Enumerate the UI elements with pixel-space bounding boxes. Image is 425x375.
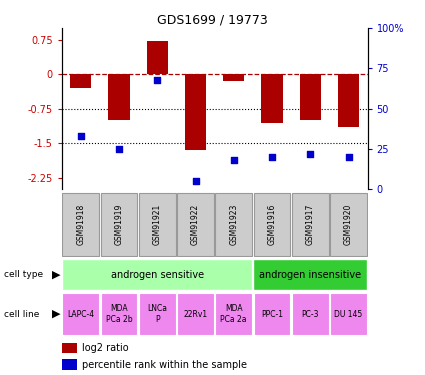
Text: 22Rv1: 22Rv1 — [184, 310, 207, 319]
Text: androgen insensitive: androgen insensitive — [259, 270, 361, 280]
Bar — [70, 74, 91, 88]
FancyBboxPatch shape — [62, 260, 252, 290]
FancyBboxPatch shape — [62, 193, 99, 256]
FancyBboxPatch shape — [62, 293, 99, 335]
Point — [154, 77, 161, 83]
FancyBboxPatch shape — [101, 193, 137, 256]
FancyBboxPatch shape — [177, 293, 214, 335]
Point — [192, 178, 199, 184]
Text: androgen sensitive: androgen sensitive — [110, 270, 204, 280]
Bar — [261, 74, 283, 123]
Bar — [62, 359, 76, 370]
FancyBboxPatch shape — [292, 193, 329, 256]
Text: GSM91923: GSM91923 — [229, 203, 238, 245]
FancyBboxPatch shape — [330, 293, 367, 335]
FancyBboxPatch shape — [254, 193, 290, 256]
Text: LAPC-4: LAPC-4 — [67, 310, 94, 319]
Text: GSM91921: GSM91921 — [153, 203, 162, 245]
Text: ▶: ▶ — [52, 309, 60, 319]
Bar — [108, 74, 130, 120]
Point — [269, 154, 275, 160]
FancyBboxPatch shape — [215, 293, 252, 335]
Text: GSM91916: GSM91916 — [267, 203, 277, 245]
Bar — [185, 74, 206, 150]
FancyBboxPatch shape — [215, 193, 252, 256]
Bar — [300, 74, 321, 120]
Point — [307, 151, 314, 157]
FancyBboxPatch shape — [292, 293, 329, 335]
Text: ▶: ▶ — [52, 270, 60, 280]
Text: GSM91922: GSM91922 — [191, 203, 200, 245]
Text: DU 145: DU 145 — [334, 310, 363, 319]
FancyBboxPatch shape — [139, 193, 176, 256]
Point — [77, 133, 84, 139]
FancyBboxPatch shape — [101, 293, 137, 335]
Text: GSM91918: GSM91918 — [76, 203, 85, 245]
Text: GDS1699 / 19773: GDS1699 / 19773 — [157, 13, 268, 26]
Text: cell type: cell type — [4, 270, 43, 279]
Text: MDA
PCa 2a: MDA PCa 2a — [221, 304, 247, 324]
Point — [345, 154, 352, 160]
FancyBboxPatch shape — [330, 193, 367, 256]
FancyBboxPatch shape — [139, 293, 176, 335]
Bar — [62, 343, 76, 353]
Text: GSM91917: GSM91917 — [306, 203, 315, 245]
Text: log2 ratio: log2 ratio — [82, 343, 129, 353]
Text: PPC-1: PPC-1 — [261, 310, 283, 319]
FancyBboxPatch shape — [254, 293, 290, 335]
Text: LNCa
P: LNCa P — [147, 304, 167, 324]
FancyBboxPatch shape — [253, 260, 367, 290]
Text: GSM91920: GSM91920 — [344, 203, 353, 245]
Text: MDA
PCa 2b: MDA PCa 2b — [106, 304, 132, 324]
Text: cell line: cell line — [4, 310, 40, 319]
Text: PC-3: PC-3 — [301, 310, 319, 319]
Bar — [338, 74, 359, 127]
Bar — [147, 41, 168, 74]
FancyBboxPatch shape — [177, 193, 214, 256]
Bar — [223, 74, 244, 81]
Point — [230, 158, 237, 164]
Text: GSM91919: GSM91919 — [114, 203, 124, 245]
Point — [116, 146, 122, 152]
Text: percentile rank within the sample: percentile rank within the sample — [82, 360, 247, 370]
